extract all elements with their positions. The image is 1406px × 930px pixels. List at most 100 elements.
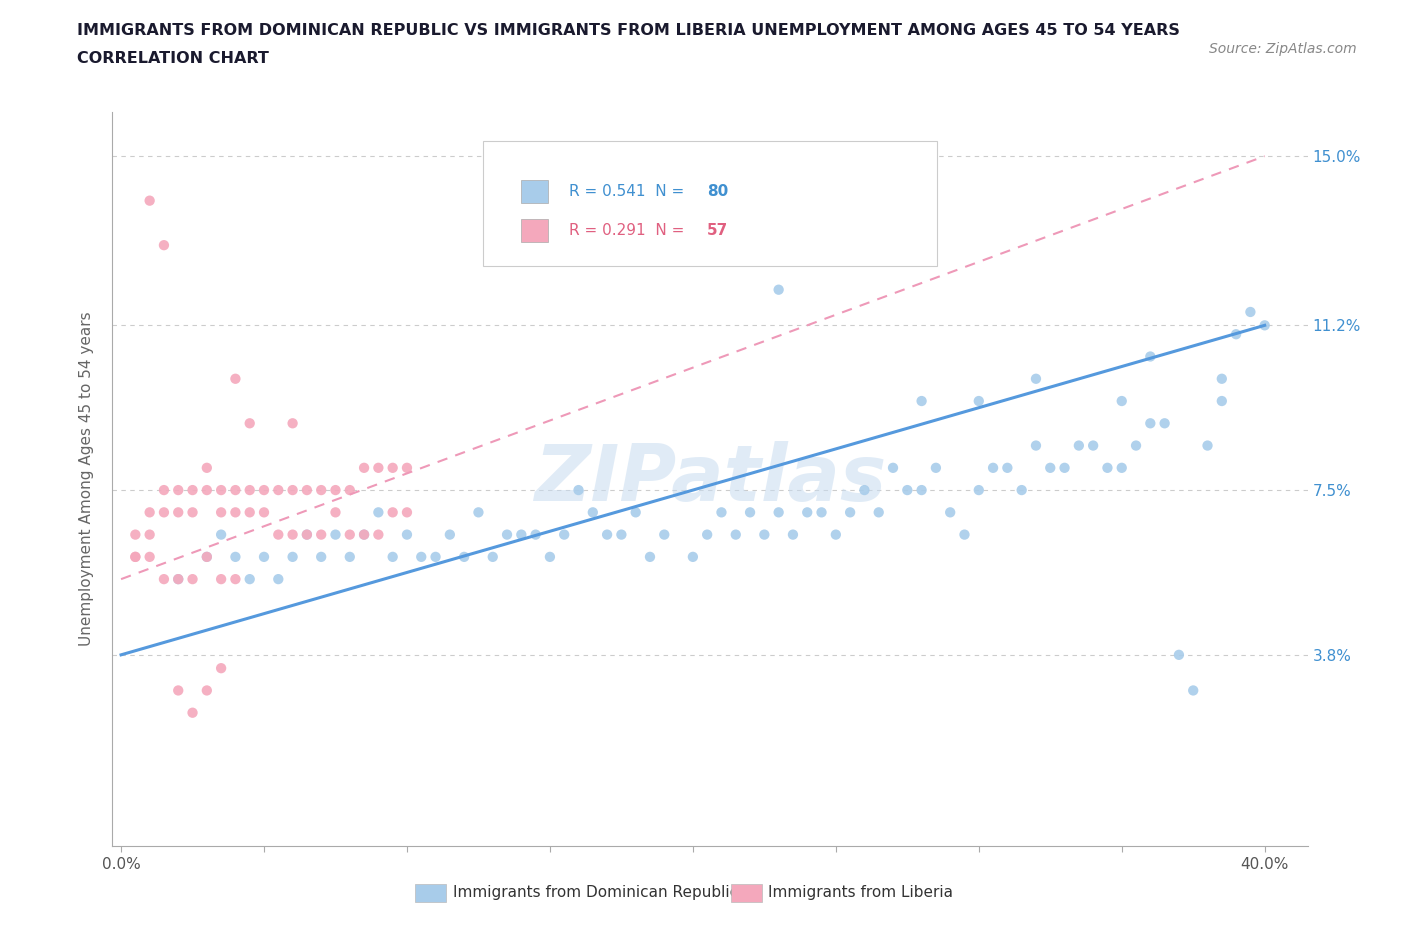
Point bbox=[1197, 438, 1219, 453]
Point bbox=[295, 527, 318, 542]
Point bbox=[167, 683, 190, 698]
Point bbox=[995, 460, 1018, 475]
Point bbox=[1167, 647, 1189, 662]
Point bbox=[1225, 326, 1247, 341]
Point bbox=[953, 527, 976, 542]
Point bbox=[124, 550, 146, 565]
Point bbox=[1253, 318, 1275, 333]
Point bbox=[853, 483, 876, 498]
Point bbox=[1039, 460, 1062, 475]
Point bbox=[824, 238, 846, 253]
Point bbox=[325, 527, 347, 542]
Point bbox=[1211, 371, 1233, 386]
Point bbox=[910, 393, 932, 408]
Point bbox=[967, 483, 990, 498]
Point bbox=[467, 505, 489, 520]
Point bbox=[281, 416, 304, 431]
Point bbox=[882, 460, 904, 475]
Point bbox=[153, 505, 176, 520]
Point bbox=[839, 505, 862, 520]
Point bbox=[1025, 371, 1047, 386]
Point bbox=[181, 483, 204, 498]
Point bbox=[353, 527, 375, 542]
Point bbox=[339, 527, 361, 542]
Point bbox=[253, 483, 276, 498]
Point bbox=[153, 572, 176, 587]
Point bbox=[309, 550, 332, 565]
Text: ZIPatlas: ZIPatlas bbox=[534, 441, 886, 517]
Point bbox=[610, 527, 633, 542]
Point bbox=[167, 505, 190, 520]
Point bbox=[167, 572, 190, 587]
Point bbox=[582, 505, 605, 520]
Point bbox=[652, 527, 675, 542]
Point bbox=[267, 527, 290, 542]
Text: 57: 57 bbox=[707, 223, 728, 238]
Point bbox=[353, 460, 375, 475]
Point bbox=[153, 238, 176, 253]
Point bbox=[453, 550, 475, 565]
Point bbox=[824, 527, 846, 542]
Point bbox=[253, 505, 276, 520]
Point bbox=[167, 483, 190, 498]
FancyBboxPatch shape bbox=[522, 219, 548, 243]
Point bbox=[768, 505, 790, 520]
Point bbox=[439, 527, 461, 542]
Text: 80: 80 bbox=[707, 184, 728, 199]
Point bbox=[224, 483, 246, 498]
Point bbox=[1067, 438, 1090, 453]
Point bbox=[553, 527, 575, 542]
Point bbox=[754, 527, 776, 542]
Point bbox=[138, 193, 160, 208]
Point bbox=[353, 527, 375, 542]
Point bbox=[1125, 438, 1147, 453]
Point bbox=[124, 527, 146, 542]
Point bbox=[1097, 460, 1119, 475]
Point bbox=[381, 460, 404, 475]
FancyBboxPatch shape bbox=[484, 141, 938, 266]
Point bbox=[381, 505, 404, 520]
Point bbox=[496, 527, 519, 542]
Point bbox=[239, 505, 262, 520]
Point bbox=[209, 505, 232, 520]
Point bbox=[567, 483, 589, 498]
Point bbox=[281, 550, 304, 565]
Text: CORRELATION CHART: CORRELATION CHART bbox=[77, 51, 269, 66]
Point bbox=[1053, 460, 1076, 475]
Point bbox=[538, 550, 561, 565]
Point bbox=[267, 572, 290, 587]
Point bbox=[195, 683, 218, 698]
Point bbox=[224, 550, 246, 565]
Point bbox=[339, 550, 361, 565]
FancyBboxPatch shape bbox=[522, 179, 548, 204]
Point bbox=[1139, 416, 1161, 431]
Text: Immigrants from Liberia: Immigrants from Liberia bbox=[768, 885, 953, 900]
Point bbox=[325, 483, 347, 498]
Point bbox=[724, 527, 747, 542]
Point bbox=[782, 527, 804, 542]
Point bbox=[939, 505, 962, 520]
Point bbox=[596, 527, 619, 542]
Point bbox=[224, 371, 246, 386]
Point bbox=[181, 505, 204, 520]
Point bbox=[1153, 416, 1175, 431]
Point bbox=[910, 483, 932, 498]
Point bbox=[281, 527, 304, 542]
Point bbox=[224, 572, 246, 587]
Point bbox=[239, 572, 262, 587]
Point bbox=[167, 572, 190, 587]
Point bbox=[339, 483, 361, 498]
Point bbox=[1211, 393, 1233, 408]
Point bbox=[195, 550, 218, 565]
Text: Source: ZipAtlas.com: Source: ZipAtlas.com bbox=[1209, 42, 1357, 56]
Point bbox=[138, 550, 160, 565]
Point bbox=[124, 550, 146, 565]
Point bbox=[209, 483, 232, 498]
Point bbox=[395, 527, 418, 542]
Point bbox=[696, 527, 718, 542]
Point bbox=[224, 505, 246, 520]
Point bbox=[481, 550, 503, 565]
Point bbox=[868, 505, 890, 520]
Point bbox=[738, 505, 761, 520]
Point bbox=[181, 572, 204, 587]
